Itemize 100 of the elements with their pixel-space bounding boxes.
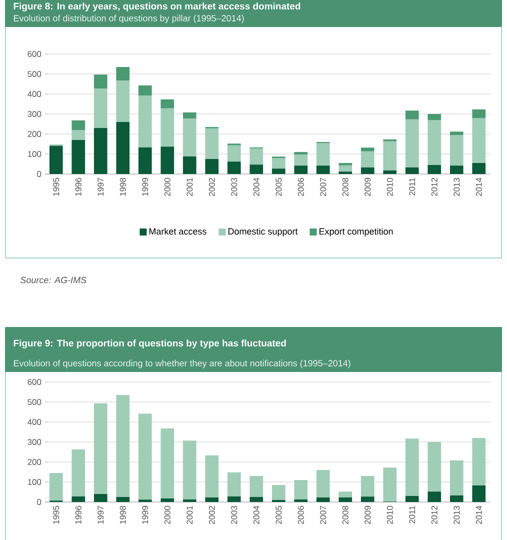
bar — [160, 146, 174, 174]
bar — [182, 440, 196, 500]
bar — [472, 163, 486, 174]
bar — [227, 496, 241, 502]
x-tick-label: 1997 — [98, 178, 104, 196]
y-tick-label: 0 — [37, 498, 42, 505]
bar — [250, 148, 264, 165]
bar — [405, 496, 419, 502]
x-tick-label: 2013 — [454, 178, 460, 196]
bar — [116, 80, 130, 122]
bar — [428, 492, 442, 502]
bar — [316, 143, 330, 166]
bar — [360, 167, 374, 174]
x-tick-label: 2000 — [164, 178, 170, 196]
bar — [227, 472, 241, 496]
bar — [450, 495, 464, 502]
bar — [227, 145, 241, 162]
x-tick-label: 2008 — [342, 506, 348, 524]
bar — [94, 494, 108, 502]
bar — [160, 428, 174, 498]
bar — [272, 158, 286, 169]
x-tick-label: 1997 — [98, 506, 104, 524]
x-tick-label: 2014 — [476, 506, 482, 524]
bar — [405, 119, 419, 168]
y-tick-label: 200 — [28, 458, 42, 465]
y-tick-label: 500 — [28, 70, 42, 77]
bar — [450, 166, 464, 174]
bar — [205, 497, 219, 502]
bar — [428, 442, 442, 492]
bar — [72, 496, 86, 502]
bar — [160, 108, 174, 147]
x-tick-label: 2002 — [208, 506, 215, 524]
x-tick-label: 2008 — [342, 178, 348, 196]
bar — [94, 403, 108, 494]
x-tick-label: 1996 — [75, 506, 82, 524]
y-tick-label: 600 — [28, 378, 42, 386]
y-tick-label: 100 — [28, 478, 42, 485]
y-tick-label: 400 — [27, 90, 42, 97]
bar — [294, 154, 308, 166]
legend-label: Domestic support — [228, 228, 298, 236]
bar — [405, 438, 419, 496]
bar — [472, 485, 486, 502]
x-tick-label: 2009 — [364, 178, 371, 196]
bar — [316, 166, 330, 174]
bar — [250, 476, 264, 497]
chart-title: Figure 8: In early years, questions on market access dominated — [14, 2, 300, 12]
bar — [428, 120, 442, 165]
x-tick-label: 2009 — [364, 506, 371, 524]
x-tick-label: 2003 — [231, 178, 238, 196]
x-tick-label: 2010 — [386, 178, 393, 196]
x-tick-label: 1996 — [75, 178, 82, 196]
bar — [316, 470, 330, 498]
bar — [227, 162, 241, 174]
x-tick-label: 2001 — [186, 506, 193, 524]
bar — [472, 118, 486, 163]
bar — [49, 472, 63, 501]
bar — [294, 480, 308, 500]
bar — [338, 165, 352, 172]
y-tick-label: 300 — [28, 110, 42, 117]
bar — [182, 499, 196, 502]
x-tick-label: 2006 — [298, 506, 304, 524]
source-note: Source: AG-IMS — [20, 276, 86, 284]
x-tick-label: 1995 — [53, 506, 60, 524]
bar — [383, 468, 397, 502]
bar — [116, 66, 130, 81]
x-tick-label: 1998 — [120, 178, 126, 196]
bar — [160, 498, 174, 502]
bar — [116, 496, 130, 502]
bar — [94, 88, 108, 128]
x-tick-label: 2006 — [298, 178, 304, 196]
bar — [383, 141, 397, 170]
bar — [360, 496, 374, 502]
bar — [182, 112, 196, 119]
y-tick-label: 300 — [28, 438, 42, 445]
bar — [250, 164, 264, 174]
bar — [72, 130, 86, 140]
bar — [450, 134, 464, 166]
bar — [272, 168, 286, 174]
y-tick-label: 100 — [28, 150, 42, 157]
chart-title: Figure 9: The proportion of questions by type has fluctuated — [14, 340, 286, 348]
x-tick-label: 2004 — [253, 506, 260, 524]
bar — [472, 109, 486, 118]
bar — [205, 128, 219, 159]
bar — [205, 158, 219, 174]
bar — [360, 148, 374, 152]
bar — [116, 122, 130, 174]
x-tick-label: 2012 — [431, 506, 438, 524]
x-tick-label: 2013 — [454, 506, 460, 524]
bar — [316, 497, 330, 502]
bar — [450, 132, 464, 135]
y-tick-label: 0 — [37, 170, 42, 177]
bar — [205, 455, 219, 498]
x-tick-label: 2011 — [409, 178, 416, 196]
bar — [294, 499, 308, 502]
bar — [428, 114, 442, 120]
chart-subtitle: Evolution of questions according to whether they are about notifications (1995–2014) — [14, 360, 350, 368]
x-tick-label: 2011 — [409, 506, 416, 524]
bar — [138, 85, 152, 96]
x-tick-label: 2003 — [231, 506, 238, 524]
bar — [272, 485, 286, 500]
